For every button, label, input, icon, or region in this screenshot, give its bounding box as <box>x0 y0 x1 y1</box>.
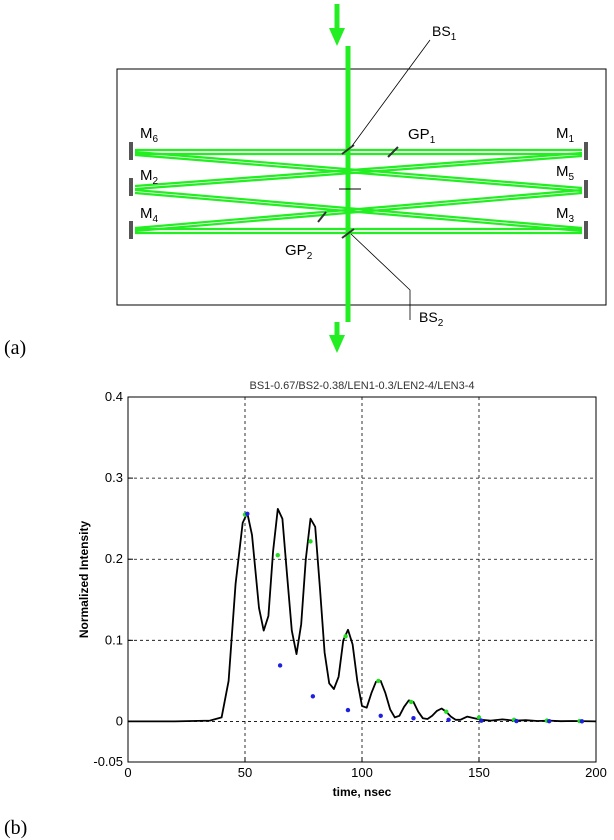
y-tick-label: 0.2 <box>105 551 123 566</box>
mirror-m5 <box>584 180 588 198</box>
series-2-point <box>479 718 484 723</box>
label-m2: M2 <box>140 167 159 187</box>
mirror-m6 <box>129 142 133 160</box>
optical-setup-diagram: BS1 BS2 GP1 GP2 M6 M2 M4 M1 M5 M3 (a) <box>4 4 607 359</box>
series-2-point <box>245 511 250 516</box>
series-1-point <box>308 539 313 544</box>
label-bs2: BS2 <box>419 309 444 329</box>
label-m3: M3 <box>556 205 575 225</box>
y-axis-label: Normalized Intensity <box>77 520 91 638</box>
series-2-point <box>579 719 585 724</box>
series-1-point <box>408 699 414 705</box>
series-2-point <box>378 713 383 718</box>
plot-frame <box>127 396 597 763</box>
right-mirrors <box>584 142 588 239</box>
series-2-point <box>277 663 283 668</box>
label-m6: M6 <box>140 125 159 145</box>
series-1-point <box>275 552 280 558</box>
series-2-point <box>514 718 519 724</box>
glass-plate-1-mark <box>387 146 399 158</box>
label-m1: M1 <box>556 125 575 145</box>
label-m5: M5 <box>556 163 575 183</box>
series-1-point <box>476 715 482 720</box>
series-1-point <box>376 678 381 684</box>
chart-title: BS1-0.67/BS2-0.38/LEN1-0.3/LEN2-4/LEN3-4 <box>249 380 474 392</box>
chart-series <box>128 507 597 724</box>
label-m4: M4 <box>140 205 159 225</box>
mirror-m1 <box>584 142 588 160</box>
mirror-m2 <box>129 178 133 196</box>
series-2-point <box>446 717 451 723</box>
label-bs1: BS1 <box>432 23 457 43</box>
mirror-m4 <box>129 221 133 239</box>
y-tick-label: 0 <box>116 713 123 728</box>
series-2-point <box>547 719 552 724</box>
series-2-point <box>310 694 316 699</box>
label-gp2: GP2 <box>285 242 313 262</box>
x-tick-label: 100 <box>351 765 373 780</box>
series-1-point <box>444 709 449 714</box>
y-tick-label: 0.4 <box>105 389 123 404</box>
series-1-point <box>343 634 348 639</box>
x-axis-label: time, nsec <box>333 785 392 799</box>
setup-frame <box>116 68 607 306</box>
left-mirrors <box>129 142 133 239</box>
chart-grid <box>128 397 596 762</box>
x-tick-label: 0 <box>124 765 131 780</box>
label-gp1: GP1 <box>408 126 436 146</box>
x-tick-label: 200 <box>585 765 607 780</box>
intensity-chart: BS1-0.67/BS2-0.38/LEN1-0.3/LEN2-4/LEN3-4… <box>77 380 607 799</box>
y-tick-label: 0.1 <box>105 632 123 647</box>
x-tick-label: 50 <box>238 765 252 780</box>
input-arrow-icon <box>329 28 345 46</box>
series-2-point <box>345 707 351 713</box>
y-tick-label: -0.05 <box>93 754 123 769</box>
y-tick-label: 0.3 <box>105 470 123 485</box>
panel-a-label: (a) <box>4 337 26 359</box>
glass-plate-2-mark <box>317 211 327 223</box>
bs2-leader-line <box>350 233 411 320</box>
x-tick-label: 150 <box>468 765 490 780</box>
beamsplitter-1-mark <box>341 144 355 155</box>
beamsplitter-2-mark <box>341 228 355 239</box>
bs1-leader-line <box>351 39 431 147</box>
series-2-point <box>411 716 416 721</box>
beam-paths <box>134 148 583 235</box>
mirror-m3 <box>584 221 588 239</box>
series-line-0 <box>128 507 597 723</box>
panel-b-label: (b) <box>4 817 27 839</box>
output-arrow-icon <box>329 335 345 353</box>
